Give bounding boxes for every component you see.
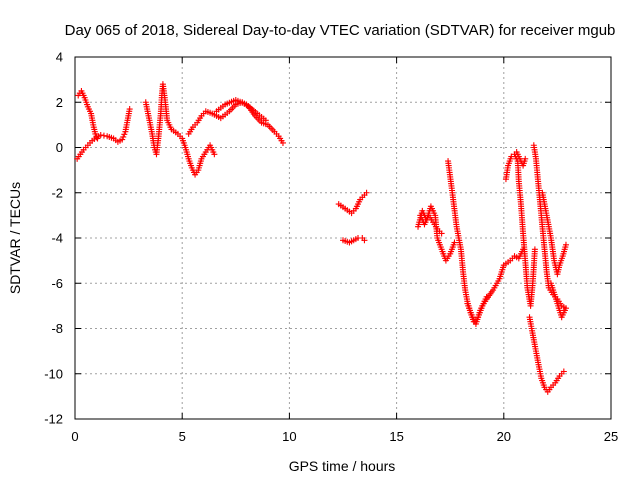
y-tick-label: -4 [51,231,63,246]
data-point [262,117,269,124]
data-point [363,189,370,196]
data-point [451,239,458,246]
x-tick-label: 5 [179,429,186,444]
y-tick-label: 0 [56,140,63,155]
data-points [74,81,569,395]
data-point [100,132,107,139]
y-axis-label: SDTVAR / TECUs [7,182,23,294]
data-point [522,155,529,162]
x-tick-labels: 0 5 10 15 20 25 [71,429,618,444]
data-point [483,293,490,300]
axis-ticks [74,56,612,420]
x-tick-label: 10 [282,429,296,444]
data-point [561,307,568,314]
x-tick-label: 0 [71,429,78,444]
data-point [126,106,133,113]
data-point [211,151,218,158]
data-point [279,139,286,146]
y-tick-label: -2 [51,185,63,200]
y-tick-label: -6 [51,276,63,291]
x-tick-label: 25 [604,429,618,444]
chart-title: Day 065 of 2018, Sidereal Day-to-day VTE… [65,22,616,39]
y-tick-label: -10 [44,366,63,381]
data-point [531,246,538,253]
data-point [361,237,368,244]
data-point [121,131,128,138]
y-tick-label: -12 [44,412,63,427]
data-point [438,230,445,237]
y-tick-label: 2 [56,95,63,110]
data-point [97,132,104,139]
x-tick-label: 20 [497,429,511,444]
y-tick-label: 4 [56,50,63,65]
x-tick-label: 15 [389,429,403,444]
y-tick-labels: -12 -10 -8 -6 -4 -2 0 2 4 [44,50,63,427]
data-point [120,133,127,140]
data-point [562,241,569,248]
x-axis-label: GPS time / hours [289,458,396,474]
data-point [560,368,567,375]
data-point [119,136,126,143]
y-tick-label: -8 [51,321,63,336]
